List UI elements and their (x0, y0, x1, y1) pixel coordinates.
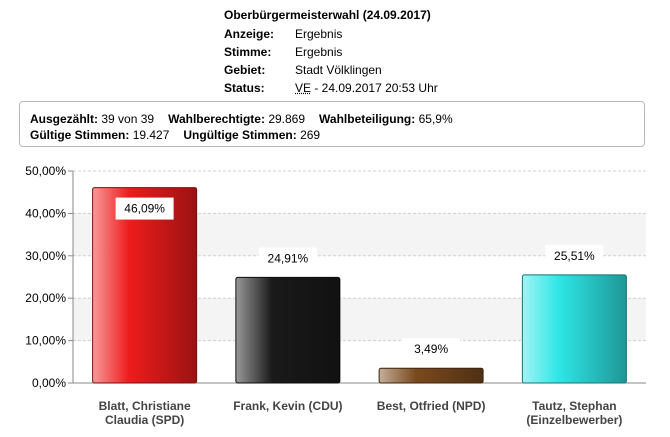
gebiet-value: Stadt Völklingen (295, 63, 382, 77)
header-row-status: Status: VE - 24.09.2017 20:53 Uhr (224, 79, 438, 97)
y-tick-label: 50,00% (25, 164, 66, 178)
ausgezaehlt-value: 39 von 39 (101, 112, 155, 126)
value-label: 46,09% (124, 202, 165, 216)
summary-box: Ausgezählt: 39 von 39 Wahlberechtigte: 29… (19, 101, 645, 147)
status-text: - 24.09.2017 20:53 Uhr (311, 81, 438, 95)
y-tick-label: 0,00% (32, 376, 66, 390)
wahlberechtigte-value: 29.869 (268, 112, 306, 126)
category-label: Claudia (SPD) (105, 413, 184, 427)
category-label: Blatt, Christiane (99, 399, 191, 413)
category-label: (Einzelbewerber) (526, 413, 622, 427)
stimme-value: Ergebnis (295, 45, 343, 59)
y-tick-label: 30,00% (25, 249, 66, 263)
ungueltige-label: Ungültige Stimmen: (183, 128, 297, 142)
status-label: Status: (224, 81, 265, 95)
status-code[interactable]: VE (295, 81, 312, 95)
header-row-stimme: Stimme: Ergebnis (224, 43, 438, 61)
summary-line-1: Ausgezählt: 39 von 39 Wahlberechtigte: 29… (30, 112, 453, 126)
value-label: 3,49% (414, 342, 448, 356)
election-title: Oberbürgermeisterwahl (24.09.2017) (224, 8, 431, 22)
value-label-box (545, 244, 604, 267)
anzeige-value: Ergebnis (295, 27, 343, 41)
ausgezaehlt-label: Ausgezählt: (30, 112, 99, 126)
value-label-box (115, 197, 174, 220)
wahlbeteiligung-label: Wahlbeteiligung: (319, 112, 416, 126)
value-label: 24,91% (268, 251, 309, 265)
y-tick-label: 40,00% (25, 206, 66, 220)
anzeige-label: Anzeige: (224, 27, 275, 41)
category-label: Frank, Kevin (CDU) (233, 399, 342, 413)
wahlberechtigte-label: Wahlberechtigte: (168, 112, 265, 126)
bar-0[interactable] (92, 187, 198, 384)
category-label: Best, Otfried (NPD) (377, 399, 486, 413)
value-label-box (402, 338, 461, 361)
value-label: 25,51% (554, 249, 595, 263)
axis-layer: 0,00% 10,00% 20,00% 30,00% 40,00% 50,00% (25, 164, 646, 390)
header-row-gebiet: Gebiet: Stadt Völklingen (224, 61, 438, 79)
gebiet-label: Gebiet: (224, 63, 266, 77)
wahlbeteiligung-value: 65,9% (418, 112, 453, 126)
gueltige-value: 19.427 (132, 128, 170, 142)
y-tick-label: 10,00% (25, 334, 66, 348)
category-label: Tautz, Stephan (532, 399, 616, 413)
election-header: Oberbürgermeisterwahl (24.09.2017) Anzei… (224, 6, 438, 97)
bar-1[interactable] (235, 276, 341, 384)
bar-2[interactable] (378, 367, 484, 384)
gueltige-label: Gültige Stimmen: (30, 128, 130, 142)
value-label-box (258, 247, 317, 270)
bar-layer (92, 187, 627, 384)
bar-3[interactable] (521, 274, 627, 384)
stimme-label: Stimme: (224, 45, 272, 59)
header-row-anzeige: Anzeige: Ergebnis (224, 25, 438, 43)
y-tick-label: 20,00% (25, 291, 66, 305)
ungueltige-value: 269 (300, 128, 321, 142)
summary-line-2: Gültige Stimmen: 19.427 Ungültige Stimmen… (30, 128, 320, 142)
